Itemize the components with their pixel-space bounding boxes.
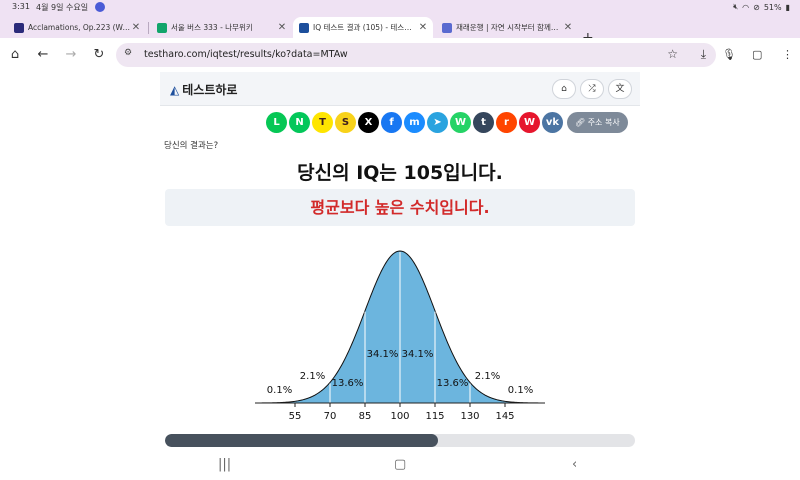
iq-distribution-chart: 55 70 85 100 115 130 145 0.1% 2.1% 13.6% 34.1% 34.1… <box>255 250 545 422</box>
tumblr-share-icon[interactable]: t <box>473 111 494 133</box>
close-icon[interactable]: ✕ <box>277 22 287 33</box>
address-bar[interactable]: ⚙ testharo.com/iqtest/results/ko?data=MT… <box>116 43 716 67</box>
copy-url-button[interactable]: 🔗︎ 주소 복사 <box>567 111 628 133</box>
x-tick-label: 55 <box>289 411 302 422</box>
tab-2-favicon <box>157 22 167 33</box>
tab-separator <box>148 22 149 34</box>
site-name: 테스트하로 <box>182 83 238 97</box>
facebook-share-icon[interactable]: f <box>381 111 402 133</box>
system-status-bar: 3:31 4월 9일 수요일 🔇︎ ◠ ⊘ 51% ▮ <box>0 0 800 14</box>
x-share-icon[interactable]: X <box>358 111 379 133</box>
back-nav-icon[interactable]: ‹ <box>572 457 578 472</box>
line-share-icon[interactable]: L <box>266 111 287 133</box>
x-tick-label: 85 <box>359 411 372 422</box>
battery-icon: ▮ <box>785 2 790 12</box>
band-percent-label: 2.1% <box>475 371 500 382</box>
naver-share-icon[interactable]: N <box>289 111 310 133</box>
band-percent-label: 13.6% <box>332 378 364 389</box>
address-url[interactable]: testharo.com/iqtest/results/ko?data=MTAw <box>144 49 348 60</box>
band-percent-label: 34.1% <box>367 349 399 360</box>
band-percent-label: 2.1% <box>300 371 325 382</box>
progress-bar <box>165 434 635 447</box>
kakaostory-share-icon[interactable]: S <box>335 111 356 133</box>
whatsapp-share-icon[interactable]: W <box>450 111 471 133</box>
result-question: 당신의 결과는? <box>164 141 219 151</box>
system-nav-bar: ||| ▢ ‹ <box>0 452 800 480</box>
progress-fill <box>165 434 438 447</box>
messenger-share-icon[interactable]: m <box>404 111 425 133</box>
weibo-share-icon[interactable]: W <box>519 111 540 133</box>
tab-4[interactable]: 재래운행 | 자연 시작부터 함께의, 자! ✕ <box>436 17 578 38</box>
home-nav-icon[interactable]: ▢ <box>394 457 407 472</box>
x-tick-label: 130 <box>460 411 479 422</box>
shuffle-icon[interactable]: ⤮ <box>580 79 604 99</box>
battery-text: 51% <box>763 2 782 12</box>
forward-icon[interactable]: → <box>65 47 77 62</box>
home-icon[interactable]: ⌂ <box>10 47 20 62</box>
microphone-icon[interactable]: 🎙︎ <box>722 48 736 61</box>
tab-4-title: 재래운행 | 자연 시작부터 함께의, 자! <box>456 23 562 32</box>
tab-3-favicon <box>299 22 309 33</box>
tab-1-favicon <box>14 22 24 33</box>
site-header: ◭ 테스트하로 ⌂ ⤮ 文 <box>160 72 640 106</box>
tab-4-favicon <box>442 22 452 33</box>
kakaotalk-share-icon[interactable]: T <box>312 111 333 133</box>
site-settings-icon[interactable]: ⚙ <box>124 48 133 58</box>
site-logo[interactable]: ◭ 테스트하로 <box>170 81 237 98</box>
band-percent-label: 34.1% <box>402 349 434 360</box>
tab-1[interactable]: Acclamations, Op.223 (Waldteu ✕ <box>8 17 146 38</box>
vk-share-icon[interactable]: vk <box>542 111 563 133</box>
wifi-icon: ◠ <box>742 2 750 12</box>
telegram-share-icon[interactable]: ➤ <box>427 111 448 133</box>
notification-icon <box>95 2 105 12</box>
language-icon[interactable]: 文 <box>608 79 632 99</box>
recent-apps-icon[interactable]: ||| <box>218 457 232 472</box>
close-icon[interactable]: ✕ <box>131 22 141 33</box>
tab-1-title: Acclamations, Op.223 (Waldteu <box>28 23 130 32</box>
close-icon[interactable]: ✕ <box>418 22 428 33</box>
result-verdict: 평균보다 높은 수치입니다. <box>165 189 635 226</box>
status-icons: 🔇︎ ◠ ⊘ 51% ▮ <box>733 2 790 12</box>
tab-3-active[interactable]: IQ 테스트 결과 (105) - 테스트하로 ✕ <box>293 17 433 38</box>
tab-3-title: IQ 테스트 결과 (105) - 테스트하로 <box>313 23 417 32</box>
download-icon[interactable]: ⤓ <box>700 47 706 61</box>
result-headline: 당신의 IQ는 105입니다. <box>297 162 503 184</box>
tab-2-title: 서울 버스 333 - 나무위키 <box>171 23 253 32</box>
dnd-icon: ⊘ <box>753 2 760 12</box>
status-time: 3:31 <box>12 2 30 11</box>
lens-icon[interactable]: ▢ <box>752 48 763 61</box>
band-percent-label: 0.1% <box>267 385 292 396</box>
close-icon[interactable]: ✕ <box>563 22 573 33</box>
x-tick-label: 145 <box>495 411 514 422</box>
reddit-share-icon[interactable]: r <box>496 111 517 133</box>
bookmark-star-icon[interactable]: ☆ <box>667 47 678 61</box>
menu-kebab-icon[interactable]: ⋮ <box>782 48 793 61</box>
x-tick-label: 100 <box>390 411 409 422</box>
status-date: 4월 9일 수요일 <box>36 3 89 12</box>
tab-2[interactable]: 서울 버스 333 - 나무위키 ✕ <box>151 17 292 38</box>
x-tick-label: 70 <box>324 411 337 422</box>
logo-mark-icon: ◭ <box>170 82 180 97</box>
browser-tab-bar: Acclamations, Op.223 (Waldteu ✕ 서울 버스 33… <box>0 14 800 46</box>
home-icon[interactable]: ⌂ <box>552 79 576 99</box>
browser-toolbar: ⌂ ← → ↻ ⚙ testharo.com/iqtest/results/ko… <box>0 38 800 72</box>
x-tick-label: 115 <box>425 411 444 422</box>
band-percent-label: 0.1% <box>508 385 533 396</box>
band-percent-label: 13.6% <box>437 378 469 389</box>
mute-icon: 🔇︎ <box>733 2 739 11</box>
back-icon[interactable]: ← <box>37 47 49 62</box>
reload-icon[interactable]: ↻ <box>93 47 105 62</box>
